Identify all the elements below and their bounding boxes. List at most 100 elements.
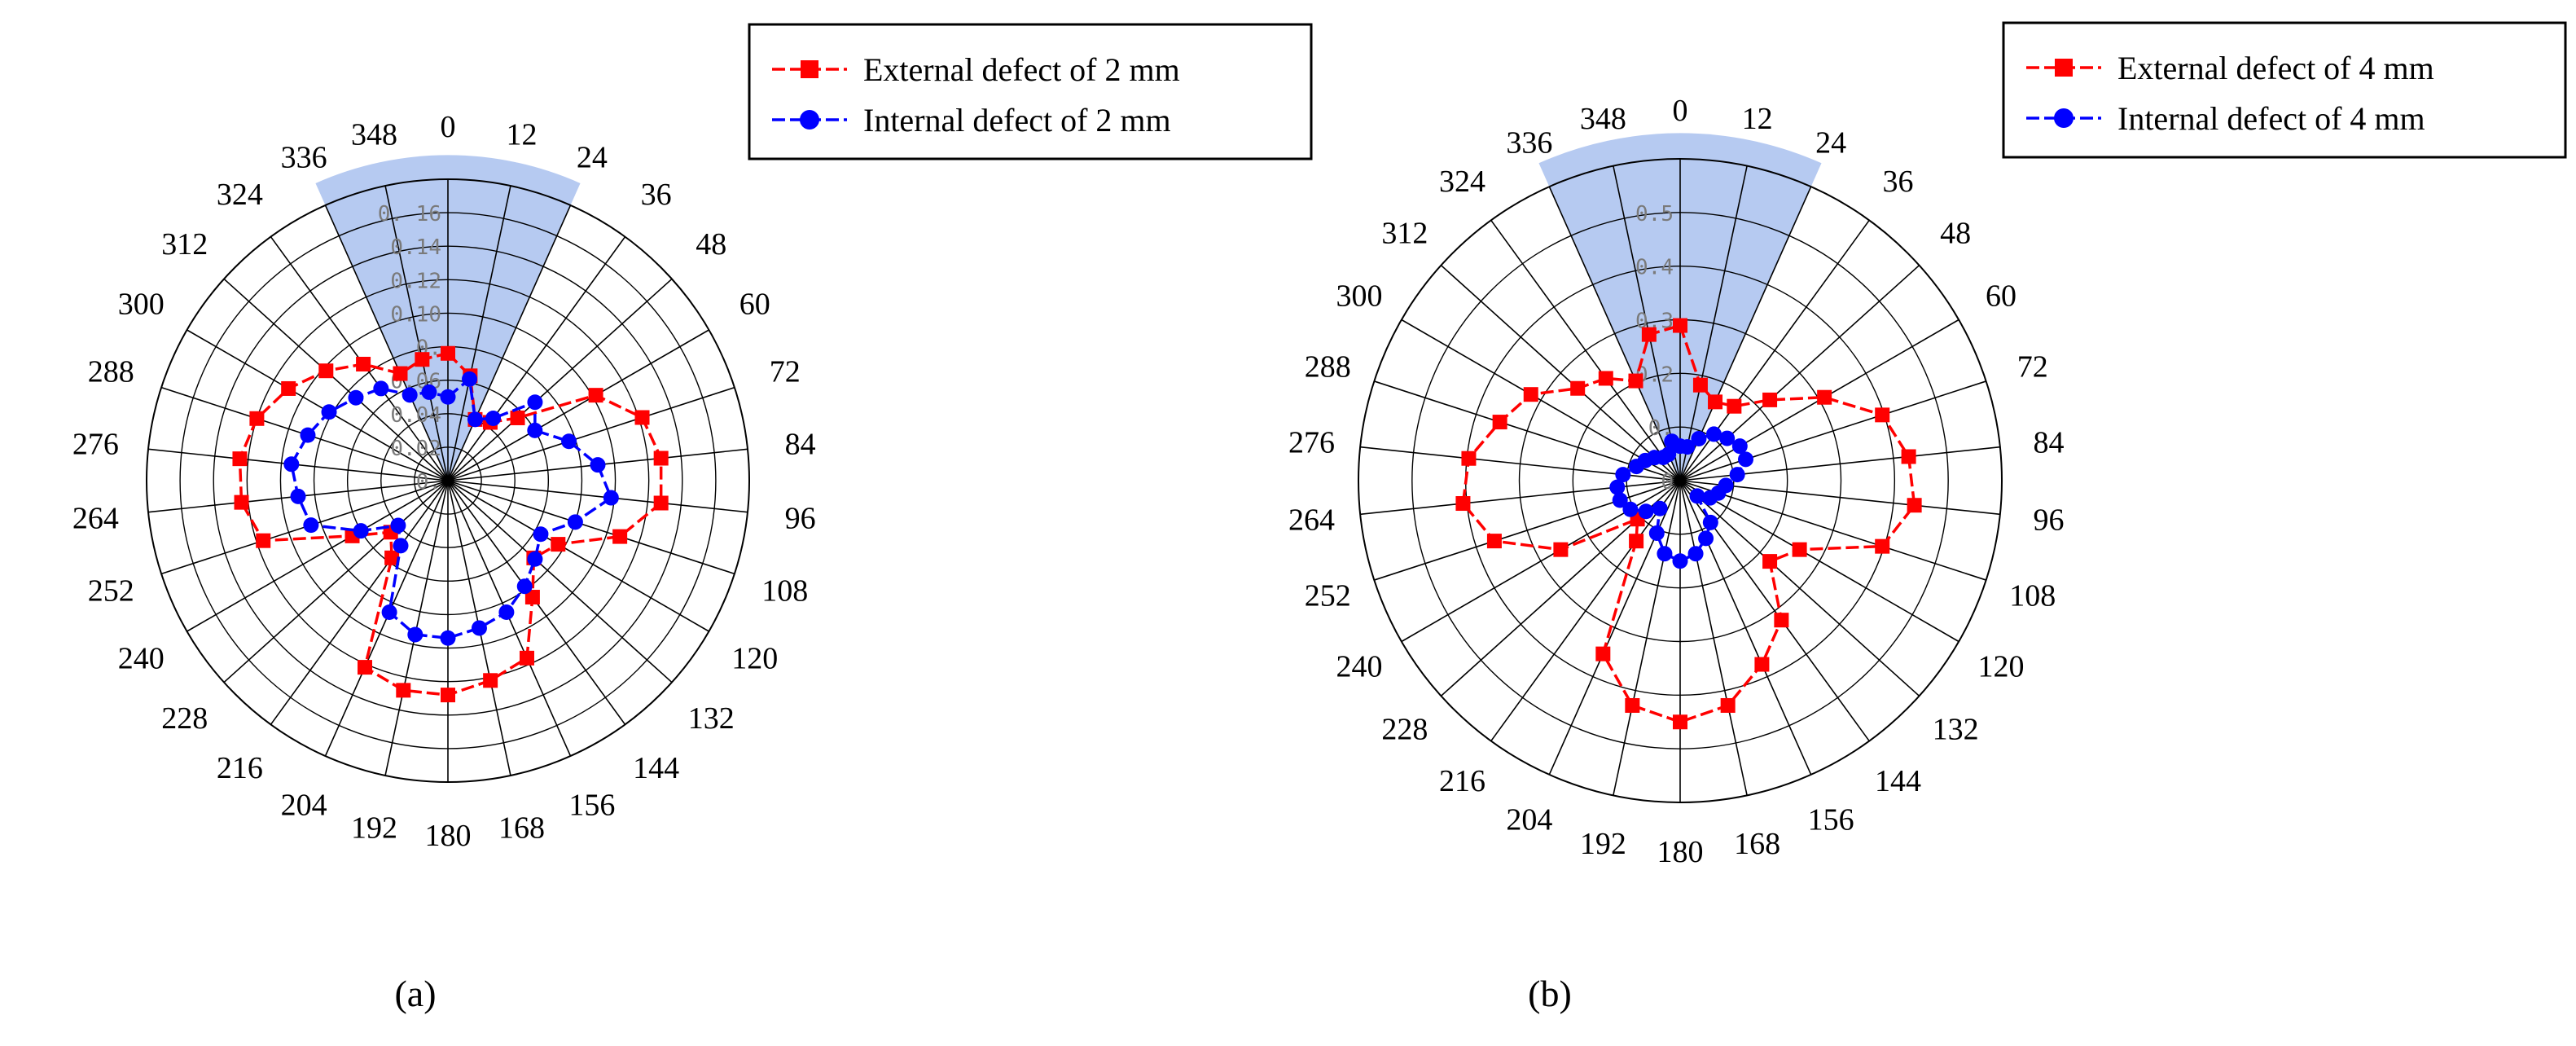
r-tick-label: 0 [1661,470,1674,494]
angle-label: 24 [1815,125,1846,160]
spoke [447,204,572,481]
data-point [510,410,525,425]
angle-label: 192 [1580,827,1626,861]
data-point [551,537,566,552]
data-point [396,683,411,698]
data-point [353,523,369,539]
data-point [373,380,389,397]
data-point [1612,492,1628,508]
angle-label: 120 [731,642,778,676]
data-point [381,604,397,620]
angle-label: 336 [281,141,327,175]
data-point [415,352,430,367]
angle-label: 36 [641,178,672,212]
data-point [283,456,300,472]
data-point [1698,530,1714,547]
data-point [1523,387,1538,402]
angle-label: 108 [761,574,808,608]
data-point [1553,542,1569,557]
spoke [1679,480,1959,643]
data-point [1702,490,1718,506]
data-point [533,526,549,543]
data-point [249,411,265,426]
legend-label: External defect of 4 mm [2117,50,2434,86]
spoke [223,278,449,481]
r-tick-label: 0.02 [390,437,441,461]
angle-label: 216 [217,751,263,785]
data-point [588,388,603,403]
data-point [393,538,409,554]
angle-label: 276 [1288,425,1335,459]
data-point [1901,449,1916,464]
data-point [1570,380,1586,396]
angle-label: 276 [72,428,119,462]
spoke [1679,265,1920,481]
data-point [1727,398,1742,414]
data-point [1622,501,1639,517]
legend-label: Internal defect of 2 mm [863,102,1171,138]
angle-label: 168 [498,811,545,845]
data-point [1754,657,1770,672]
data-point [1687,546,1704,562]
data-point [467,411,483,428]
data-point [1595,646,1611,661]
data-point [1875,407,1890,423]
angle-label: 312 [1381,217,1428,251]
spoke [447,278,673,481]
data-point [407,626,423,643]
angle-label: 264 [1288,503,1335,538]
data-point [318,363,334,379]
data-point [634,410,650,425]
data-point [524,590,540,605]
angle-label: 204 [281,788,327,822]
data-point [1486,534,1502,549]
angle-label: 36 [1882,165,1913,199]
r-tick-label: 0.14 [390,235,441,260]
data-point [1691,430,1707,446]
data-point [421,384,437,400]
spoke [447,480,673,683]
angle-label: 108 [2009,579,2056,613]
angle-label: 72 [2017,349,2048,384]
angle-label: 0 [441,110,456,144]
data-point [471,620,487,636]
data-point [612,529,628,544]
r-tick-label: 0. [416,470,441,494]
spoke [447,185,511,481]
angle-label: 228 [1381,712,1428,746]
data-point [1720,697,1736,713]
angle-label: 204 [1506,803,1552,837]
data-point [1625,697,1640,713]
angle-label: 228 [161,701,208,736]
data-point [1689,488,1705,504]
spoke [447,480,735,575]
spoke [1679,446,2000,481]
data-point [1598,371,1613,386]
angle-label: 48 [696,227,726,262]
data-point [256,533,271,548]
angle-label: 348 [1580,102,1626,136]
data-point [390,517,406,534]
angle-label: 72 [770,355,801,389]
angle-label: 24 [577,141,608,175]
data-point [1455,496,1471,512]
data-point [357,660,372,675]
data-point [1648,525,1665,541]
spoke [1374,480,1681,581]
spoke [187,480,449,632]
data-point [1774,613,1789,628]
data-point [232,451,248,467]
angle-label: 288 [1305,349,1351,384]
data-point [1907,498,1922,513]
data-point [402,387,418,403]
data-point [590,457,606,473]
spoke [1679,380,1986,481]
r-tick-label: 0.12 [390,269,441,293]
data-point [461,371,477,387]
angle-label: 60 [739,288,770,322]
data-point [519,650,534,666]
spoke [1679,165,1748,481]
spoke [187,329,449,481]
angle-label: 12 [1742,102,1773,136]
